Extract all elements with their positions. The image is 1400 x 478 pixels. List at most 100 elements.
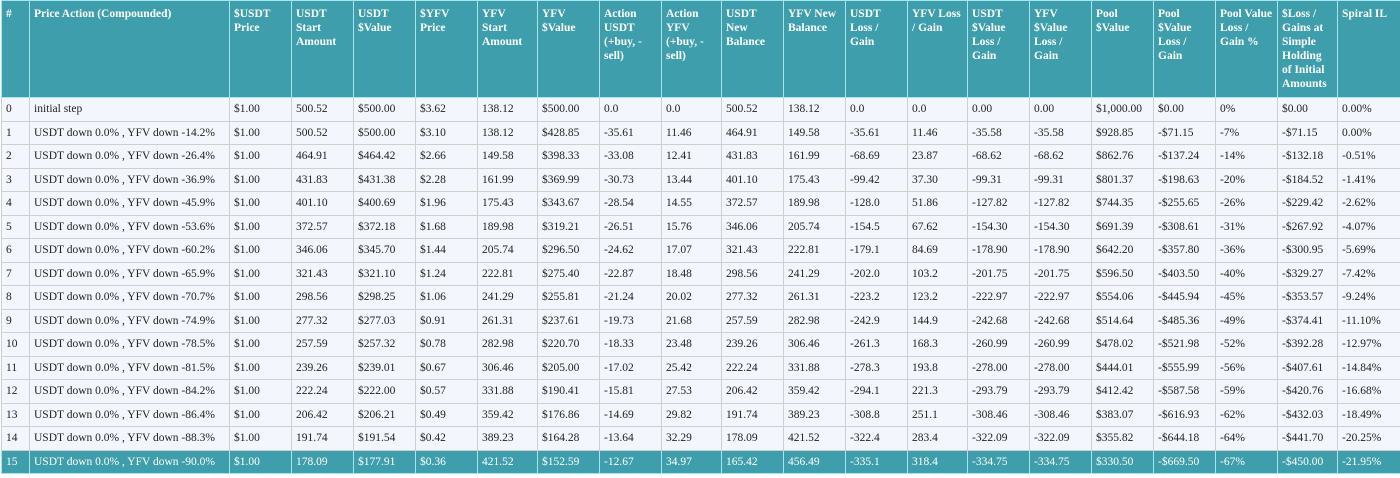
table-row: 6 USDT down 0.0% , YFV down -60.2% $1.00 34… [1, 238, 1400, 263]
table-cell: -$521.98 [1153, 332, 1216, 357]
table-cell: $1.00 [229, 97, 292, 122]
table-cell: -242.68 [1029, 308, 1092, 333]
table-cell: 3 [1, 167, 30, 192]
table-row: 15 USDT down 0.0% , YFV down -90.0% $1.00 1… [1, 449, 1400, 474]
table-cell: 321.43 [291, 261, 354, 286]
table-cell: 6 [1, 238, 30, 263]
table-cell: $152.59 [537, 449, 600, 474]
table-cell: $1.00 [229, 144, 292, 169]
table-cell: 161.99 [783, 144, 846, 169]
table-cell: $343.67 [537, 191, 600, 216]
table-cell: 189.98 [783, 191, 846, 216]
table-cell: -24.62 [599, 238, 662, 263]
table-cell: 359.42 [783, 379, 846, 404]
table-cell: -222.97 [1029, 285, 1092, 310]
table-cell: -278.00 [967, 355, 1030, 380]
table-cell: 241.29 [477, 285, 538, 310]
table-row: 0 initial step $1.00 500.52 $500.00 $3.62 138.… [1, 97, 1400, 122]
table-cell: 464.91 [291, 144, 354, 169]
table-cell: $296.50 [537, 238, 600, 263]
table-cell: 13.44 [661, 167, 722, 192]
table-row: 8 USDT down 0.0% , YFV down -70.7% $1.00 29… [1, 285, 1400, 310]
table-cell: 359.42 [477, 402, 538, 427]
table-row: 1 USDT down 0.0% , YFV down -14.2% $1.00 50… [1, 120, 1400, 145]
table-cell: USDT down 0.0% , YFV down -81.5% [29, 355, 230, 380]
table-cell: -$432.03 [1277, 402, 1338, 427]
table-cell: 13 [1, 402, 30, 427]
table-cell: -7% [1215, 120, 1278, 145]
table-cell: -322.4 [845, 426, 908, 451]
table-cell: -19.73 [599, 308, 662, 333]
table-cell: -35.58 [967, 120, 1030, 145]
table-cell: -$132.18 [1277, 144, 1338, 169]
column-header: YFV New Balance [783, 0, 846, 98]
table-cell: $255.81 [537, 285, 600, 310]
table-cell: -$441.70 [1277, 426, 1338, 451]
column-header: $Loss / Gains at Simple Holding of Initi… [1277, 0, 1338, 98]
column-header: YFV Start Amount [477, 0, 538, 98]
column-header: $YFV Price [415, 0, 478, 98]
table-cell: -68.62 [967, 144, 1030, 169]
table-cell: $444.01 [1091, 355, 1154, 380]
table-cell: -5.69% [1337, 238, 1400, 263]
table-cell: -59% [1215, 379, 1278, 404]
table-cell: -18.33 [599, 332, 662, 357]
table-cell: $1.00 [229, 449, 292, 474]
table-row: 4 USDT down 0.0% , YFV down -45.9% $1.00 40… [1, 191, 1400, 216]
table-cell: 138.12 [477, 97, 538, 122]
table-cell: USDT down 0.0% , YFV down -26.4% [29, 144, 230, 169]
table-body: 0 initial step $1.00 500.52 $500.00 $3.62 138.… [1, 97, 1400, 474]
table-cell: 12.41 [661, 144, 722, 169]
table-cell: $3.62 [415, 97, 478, 122]
table-cell: -294.1 [845, 379, 908, 404]
table-cell: $1.00 [229, 191, 292, 216]
table-cell: -$71.15 [1277, 120, 1338, 145]
table-cell: -52% [1215, 332, 1278, 357]
table-cell: 84.69 [907, 238, 968, 263]
table-cell: 401.10 [721, 167, 784, 192]
table-cell: -22.87 [599, 261, 662, 286]
table-cell: $257.32 [353, 332, 416, 357]
table-cell: 205.74 [477, 238, 538, 263]
table-cell: 21.68 [661, 308, 722, 333]
table-cell: -49% [1215, 308, 1278, 333]
table-cell: 372.57 [291, 214, 354, 239]
column-header: YFV $Value [537, 0, 600, 98]
table-row: 10 USDT down 0.0% , YFV down -78.5% $1.00 2… [1, 332, 1400, 357]
table-cell: 206.42 [721, 379, 784, 404]
table-cell: -334.75 [967, 449, 1030, 474]
table-cell: 15 [1, 449, 30, 474]
table-cell: 261.31 [783, 285, 846, 310]
table-cell: 7 [1, 261, 30, 286]
table-cell: 282.98 [477, 332, 538, 357]
table-cell: 10 [1, 332, 30, 357]
table-cell: 11.46 [661, 120, 722, 145]
table-cell: -127.82 [1029, 191, 1092, 216]
table-cell: -308.8 [845, 402, 908, 427]
table-cell: 2 [1, 144, 30, 169]
table-cell: -99.31 [967, 167, 1030, 192]
table-cell: $478.02 [1091, 332, 1154, 357]
table-cell: 222.81 [477, 261, 538, 286]
table-cell: 277.32 [721, 285, 784, 310]
table-cell: 421.52 [477, 449, 538, 474]
table-cell: $1.06 [415, 285, 478, 310]
table-cell: 346.06 [721, 214, 784, 239]
table-cell: -30.73 [599, 167, 662, 192]
table-cell: 500.52 [291, 97, 354, 122]
table-cell: USDT down 0.0% , YFV down -45.9% [29, 191, 230, 216]
table-cell: 178.09 [291, 449, 354, 474]
table-cell: -335.1 [845, 449, 908, 474]
table-cell: -67% [1215, 449, 1278, 474]
table-cell: 298.56 [291, 285, 354, 310]
table-row: 11 USDT down 0.0% , YFV down -81.5% $1.00 2… [1, 355, 1400, 380]
table-cell: 239.26 [291, 355, 354, 380]
table-cell: 0.00 [1029, 97, 1092, 122]
table-cell: -21.24 [599, 285, 662, 310]
table-cell: -$300.95 [1277, 238, 1338, 263]
column-header: Action YFV (+buy, -sell) [661, 0, 722, 98]
table-cell: $177.91 [353, 449, 416, 474]
column-header: USDT Start Amount [291, 0, 354, 98]
table-cell: -154.30 [967, 214, 1030, 239]
column-header: YFV $Value Loss / Gain [1029, 0, 1092, 98]
